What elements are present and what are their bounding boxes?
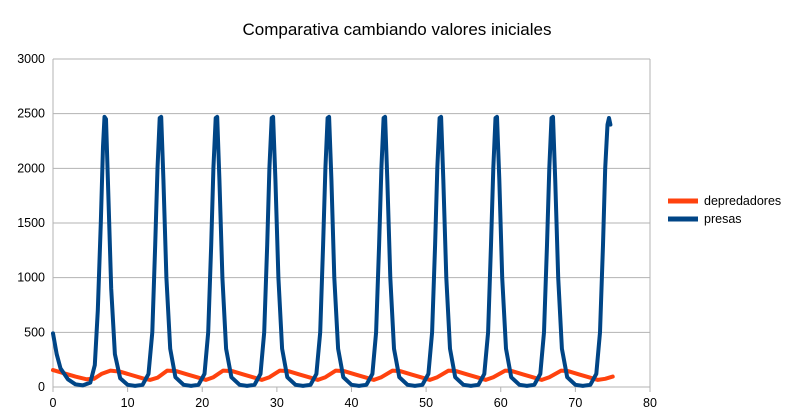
x-tick-label: 70 — [568, 396, 582, 410]
series-line-depredadores — [51, 368, 615, 382]
x-tick-label: 30 — [270, 396, 284, 410]
x-tick-label: 60 — [494, 396, 508, 410]
y-tick-label: 3000 — [17, 52, 45, 66]
axes: 0 500 1000 1500 2000 2500 3000 0 10 20 30 40 50 60 70 8… — [17, 52, 657, 410]
x-tick-label: 0 — [50, 396, 57, 410]
y-tick-label: 2000 — [17, 161, 45, 175]
x-tick-label: 40 — [345, 396, 359, 410]
series-line-presas — [51, 114, 613, 388]
y-tick-label: 0 — [38, 380, 45, 394]
legend: depredadores presas — [668, 194, 781, 226]
y-tick-label: 500 — [24, 325, 45, 339]
chart-title: Comparativa cambiando valores iniciales — [243, 20, 552, 39]
x-tick-label: 80 — [643, 396, 657, 410]
y-tick-label: 1000 — [17, 271, 45, 285]
legend-label-depredadores: depredadores — [704, 194, 781, 208]
legend-label-presas: presas — [704, 212, 742, 226]
x-tick-label: 10 — [121, 396, 135, 410]
y-tick-label: 1500 — [17, 216, 45, 230]
y-tick-label: 2500 — [17, 107, 45, 121]
series — [51, 114, 615, 388]
x-tick-label: 50 — [419, 396, 433, 410]
x-tick-label: 20 — [195, 396, 209, 410]
